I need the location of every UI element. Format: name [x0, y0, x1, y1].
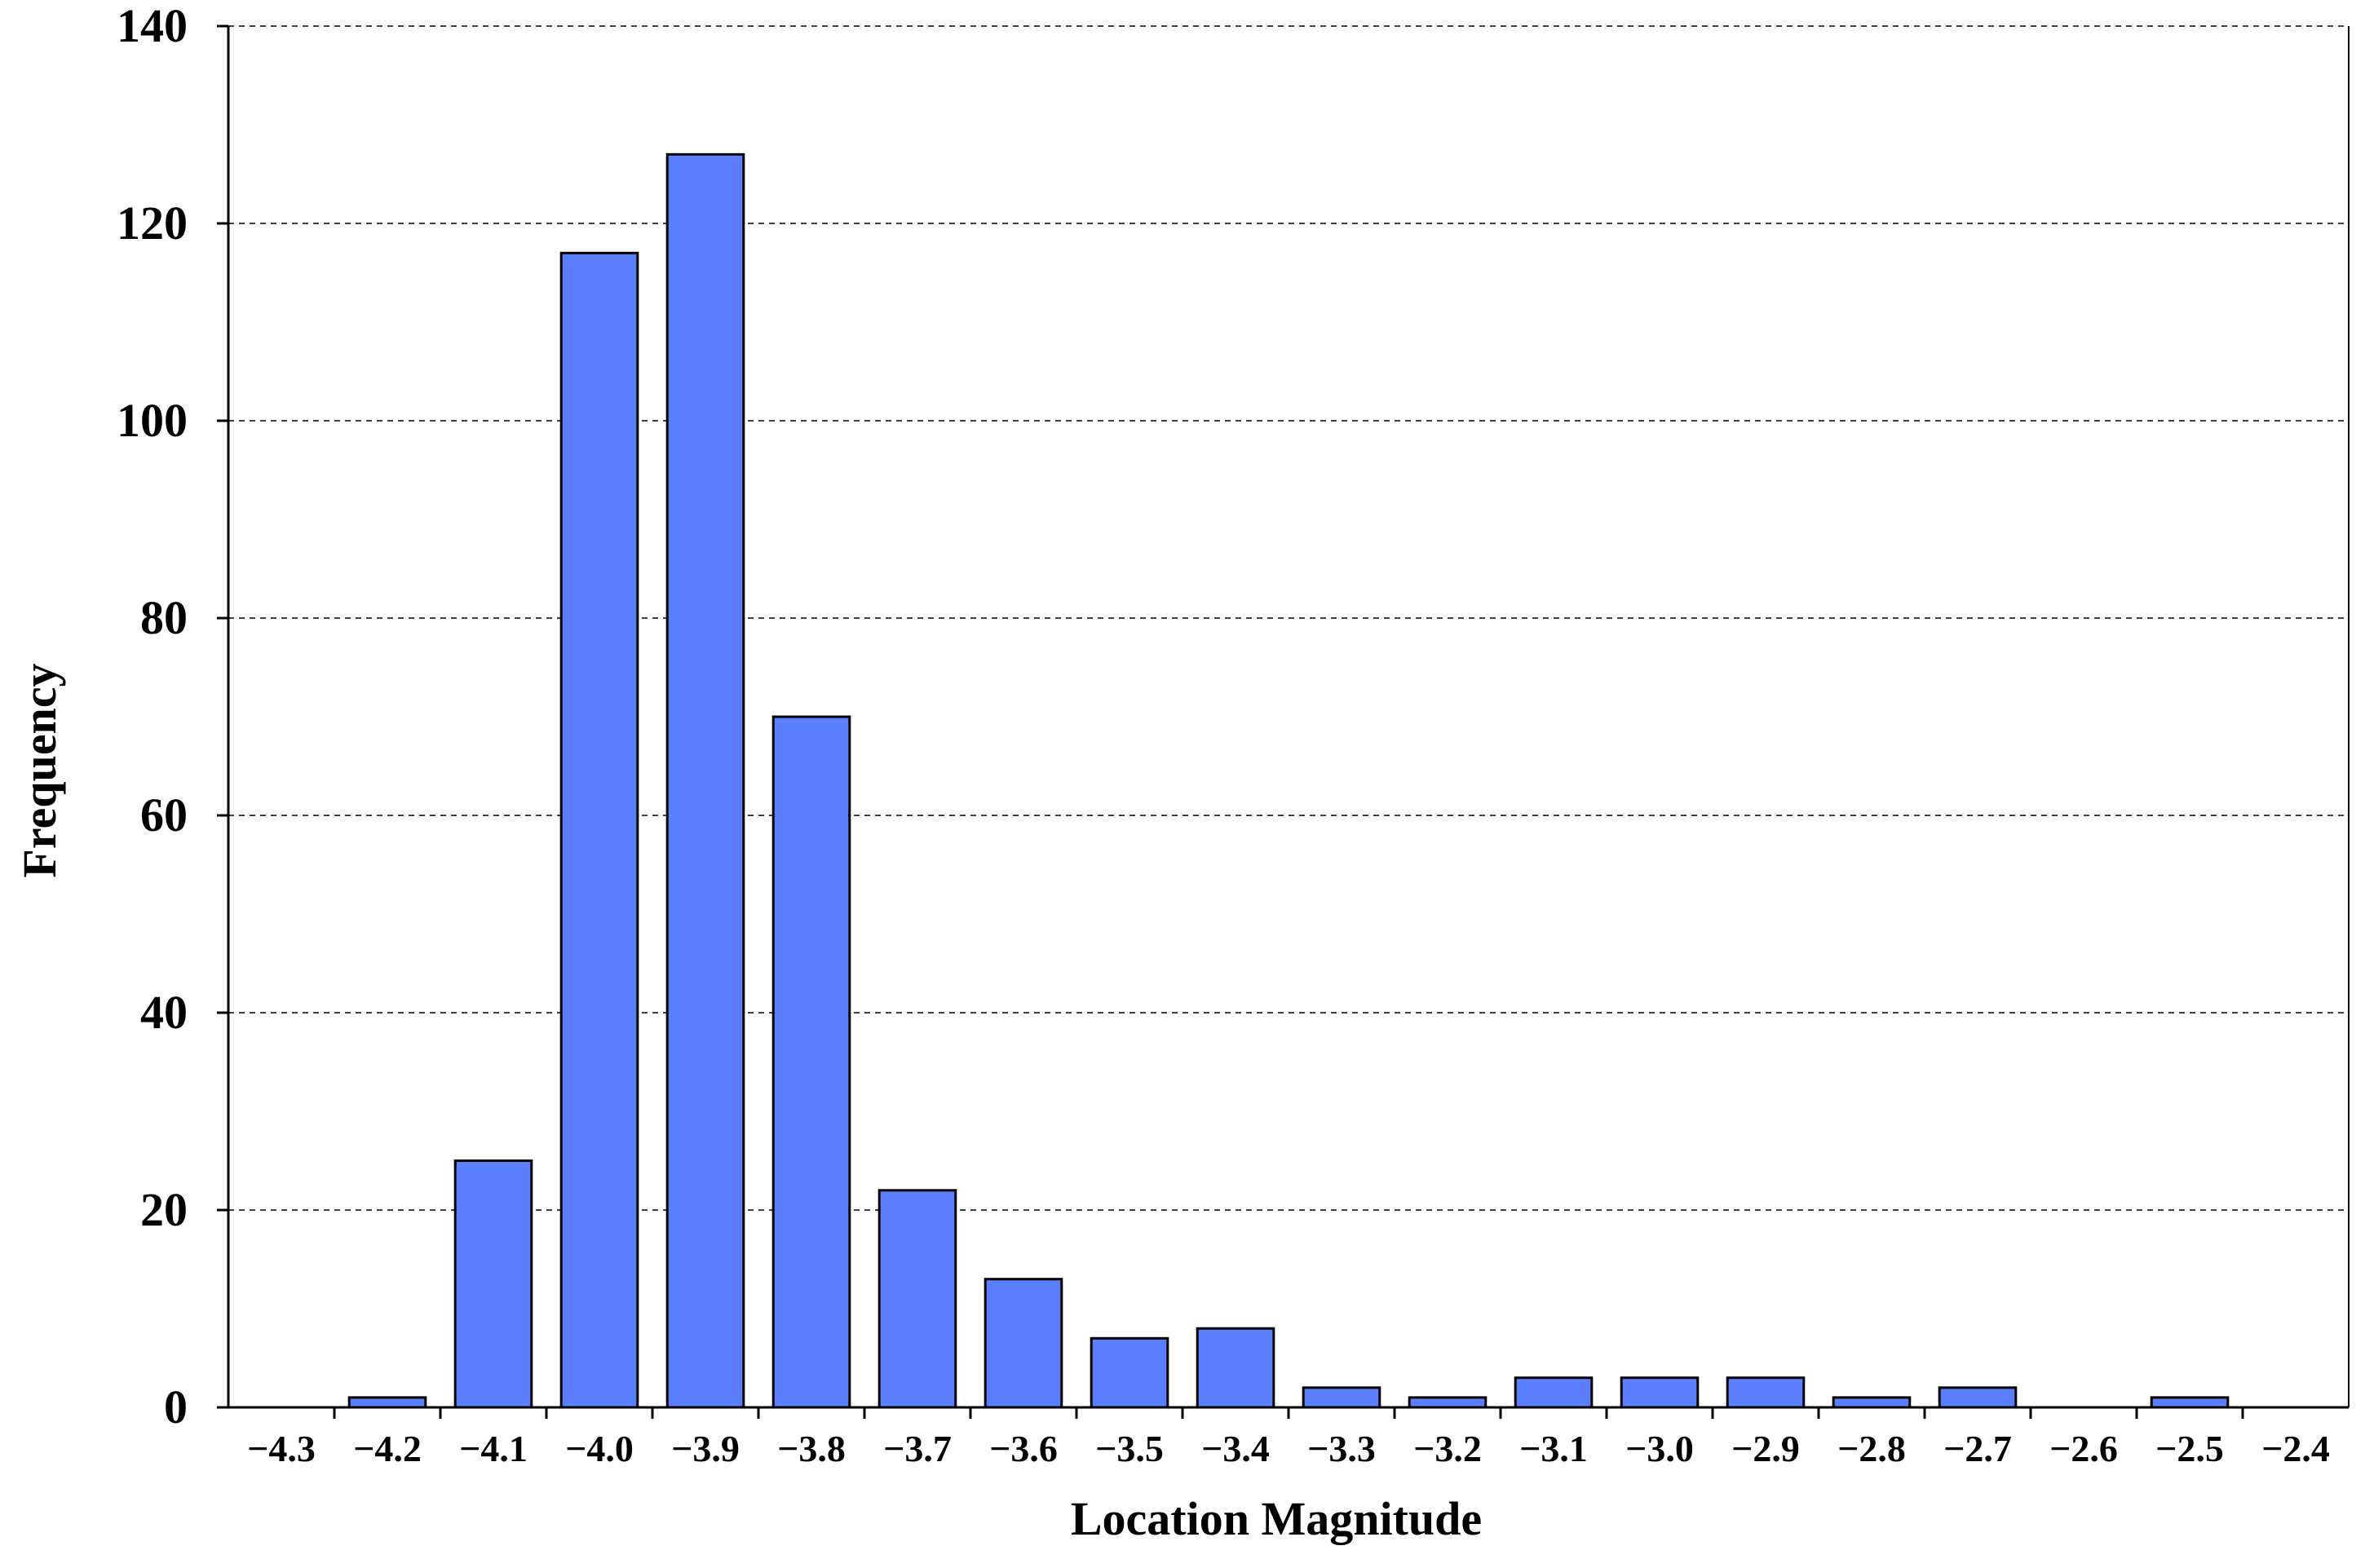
- y-tick-label: 0: [164, 1380, 188, 1433]
- x-tick-label: −4.3: [247, 1428, 316, 1469]
- x-tick-label: −3.2: [1413, 1428, 1482, 1469]
- bar: [1938, 1386, 2018, 1409]
- bar: [453, 1159, 533, 1409]
- x-tick-label: −3.0: [1625, 1428, 1694, 1469]
- x-tick-label: −3.8: [777, 1428, 846, 1469]
- y-tick-label: 60: [140, 788, 188, 841]
- x-axis-title: Location Magnitude: [1071, 1492, 1482, 1545]
- x-tick-label: −2.7: [1943, 1428, 2012, 1469]
- x-ticks: −4.3 −4.2 −4.1 −4.0 −3.9 −3.8 −3.7 −3.6 −3.5 −3.4…: [247, 1407, 2330, 1469]
- x-tick-label: −3.5: [1095, 1428, 1164, 1469]
- bar: [1302, 1386, 1381, 1409]
- x-tick-label: −2.9: [1731, 1428, 1800, 1469]
- bar: [347, 1396, 427, 1409]
- bar: [1514, 1376, 1594, 1409]
- y-tick-label: 100: [117, 394, 188, 447]
- bar: [559, 251, 639, 1409]
- bar: [1832, 1396, 1912, 1409]
- bar: [1196, 1327, 1275, 1409]
- bars: [347, 152, 2230, 1409]
- bar: [984, 1278, 1063, 1409]
- bar: [2150, 1396, 2230, 1409]
- bar: [1726, 1376, 1806, 1409]
- bar: [1408, 1396, 1488, 1409]
- x-tick-label: −2.6: [2049, 1428, 2118, 1469]
- bar: [877, 1189, 957, 1409]
- x-tick-label: −4.0: [565, 1428, 634, 1469]
- x-tick-label: −2.5: [2155, 1428, 2224, 1469]
- x-tick-label: −2.4: [2261, 1428, 2330, 1469]
- x-tick-label: −3.9: [671, 1428, 740, 1469]
- y-axis-title: Frequency: [13, 663, 66, 877]
- y-tick-label: 120: [117, 197, 188, 250]
- axes: [227, 26, 2350, 1409]
- x-tick-label: −3.1: [1519, 1428, 1588, 1469]
- x-tick-label: −4.1: [459, 1428, 528, 1469]
- x-tick-label: −3.3: [1307, 1428, 1376, 1469]
- x-tick-label: −3.6: [989, 1428, 1058, 1469]
- y-tick-label: 40: [140, 986, 188, 1039]
- bar: [1090, 1336, 1169, 1409]
- bar: [1620, 1376, 1700, 1409]
- x-tick-label: −4.2: [353, 1428, 422, 1469]
- gridlines: [228, 25, 2349, 1211]
- x-tick-label: −2.8: [1837, 1428, 1906, 1469]
- y-tick-label: 140: [117, 0, 188, 52]
- bar: [771, 715, 851, 1409]
- x-tick-label: −3.7: [883, 1428, 952, 1469]
- y-tick-label: 20: [140, 1183, 188, 1236]
- y-ticks: 0 20 40 60 80 100 120 140: [117, 0, 228, 1433]
- bar: [665, 152, 745, 1409]
- y-tick-label: 80: [140, 591, 188, 644]
- x-tick-label: −3.4: [1201, 1428, 1270, 1469]
